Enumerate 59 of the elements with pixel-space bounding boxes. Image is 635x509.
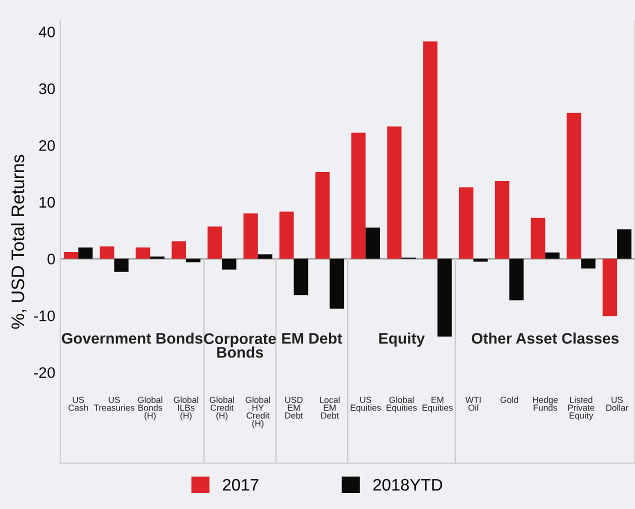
bar	[387, 126, 402, 259]
y-tick-label: 10	[40, 196, 55, 208]
annotation: EM Debt	[282, 332, 342, 344]
x-tick-label: Global ILBs (H)	[174, 396, 198, 420]
bar	[208, 226, 222, 259]
bar	[172, 241, 186, 259]
bar	[459, 187, 474, 259]
x-tick-label: Gold	[500, 396, 518, 403]
y-axis-title: %, USD Total Returns	[11, 154, 26, 329]
legend-label: 2017	[222, 478, 258, 491]
annotation: Government Bonds	[62, 332, 202, 344]
x-tick-label: Global Equities	[386, 396, 417, 413]
bar	[530, 218, 546, 259]
x-tick-label: EM Equities	[422, 396, 453, 413]
bar	[114, 258, 129, 272]
bar	[581, 258, 596, 268]
bar	[617, 229, 632, 259]
bar	[545, 252, 560, 259]
bar	[602, 258, 618, 316]
x-tick-label: Hedge Funds	[533, 396, 558, 411]
annotation: Other Asset Classes	[472, 332, 619, 344]
y-tick-label: 20	[39, 140, 55, 151]
bar	[423, 41, 438, 259]
y-tick-label: 40	[38, 26, 55, 38]
x-tick-label: US Equities	[350, 396, 381, 413]
legend-label: 2018YTD	[373, 478, 442, 491]
bar	[294, 258, 308, 296]
bar	[244, 213, 258, 259]
x-tick-label: USD EM Debt	[285, 396, 303, 419]
bar	[437, 258, 452, 337]
bar	[509, 258, 524, 300]
x-tick-label: WTI Oil	[465, 396, 481, 411]
bar	[136, 247, 150, 259]
bar	[351, 132, 366, 259]
x-tick-label: Global HY Credit (H)	[246, 396, 270, 428]
y-tick-label: 30	[39, 83, 55, 94]
bar	[279, 212, 294, 259]
bar	[330, 258, 344, 309]
annotation: Corporate Bonds	[204, 333, 276, 358]
bar	[258, 254, 272, 259]
bar	[64, 252, 78, 259]
bar	[78, 247, 93, 259]
bar	[566, 112, 582, 259]
bar	[100, 246, 114, 259]
annotation: Equity	[379, 332, 425, 347]
bar	[315, 172, 330, 259]
x-tick-label: Listed Private Equity	[568, 396, 594, 420]
x-tick-label: Local EM Debt	[320, 396, 340, 419]
bar	[222, 258, 236, 270]
bar	[366, 228, 380, 259]
x-tick-label: Global Bonds (H)	[138, 396, 162, 420]
y-tick-label: -10	[34, 310, 55, 322]
x-tick-label: US Treasuries	[94, 396, 134, 411]
bar	[494, 181, 510, 259]
x-tick-label: Global Credit (H)	[210, 396, 234, 420]
y-tick-label: -20	[34, 367, 55, 378]
x-tick-label: US Dollar	[606, 396, 628, 411]
y-tick-label: 0	[48, 254, 55, 264]
x-tick-label: US Cash	[68, 396, 88, 411]
